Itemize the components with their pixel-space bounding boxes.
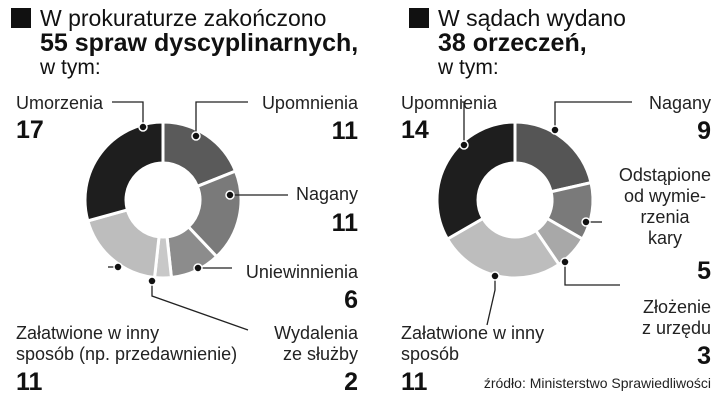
right-value-inne: 11 [401, 368, 428, 396]
left-title: W prokuraturze zakończono [40, 5, 327, 31]
right-label-upomnienia: Upomnienia [401, 93, 498, 113]
right-leader-zlozenie-z-urzedu [564, 262, 620, 286]
left-leader-upomnienia [195, 101, 248, 136]
left-value-inne: 11 [16, 368, 43, 396]
right-leader-dot-nagany [550, 125, 560, 135]
left-subtitle: w tym: [40, 56, 101, 79]
right-subtitle: w tym: [438, 56, 499, 79]
right-leader-dot-zlozenie-z-urzedu [560, 257, 570, 267]
right-label-zlozenie: Złożenie z urzędu [641, 297, 711, 338]
left-leader-dot-upomnienia [191, 131, 201, 141]
right-value-zlozenie: 3 [697, 342, 711, 370]
left-leader-dot-umorzenia [138, 122, 148, 132]
right-title-big: 38 orzeczeń, [438, 29, 587, 57]
right-leader-dot-zalatwione-w-inny-sposob [490, 271, 500, 281]
right-leader-dot-odstapione-od-wymierzenia-kary [581, 217, 591, 227]
right-title: W sądach wydano [438, 5, 626, 31]
left-leader-umorzenia [112, 101, 144, 127]
left-value-nagany: 11 [331, 209, 358, 237]
left-title-big: 55 spraw dyscyplinarnych, [40, 29, 359, 57]
right-label-inne: Załatwione w inny sposób [401, 323, 545, 364]
right-slice-upomnienia [435, 120, 517, 242]
left-label-upomnienia: Upomnienia [261, 93, 358, 113]
left-slice-umorzenia [83, 120, 165, 223]
left-value-upomnienia: 11 [331, 117, 358, 145]
left-label-nagany: Nagany [295, 184, 358, 204]
source-note: źródło: Ministerstwo Sprawiedliwości [483, 375, 711, 391]
left-label-umorzenia: Umorzenia [16, 93, 104, 113]
right-leader-upomnienia [462, 101, 465, 145]
left-leader-dot-uniewinnienia [193, 263, 203, 273]
right-label-odstapione: Odstąpione od wymie- rzenia kary [618, 165, 711, 248]
left-leader-dot-zalatwione-w-inny-sposob-np-przedawnienie [113, 262, 123, 272]
right-leader-dot-upomnienia [459, 140, 469, 150]
left-value-uniewinnienia: 6 [344, 286, 358, 314]
right-value-odstapione: 5 [697, 257, 711, 285]
right-slice-zalatwione-w-inny-sposob [445, 216, 562, 280]
left-header-square [11, 8, 31, 28]
left-label-wydalenia: Wydalenia ze służby [274, 323, 358, 364]
right-value-nagany: 9 [697, 117, 711, 145]
left-leader-dot-nagany [225, 190, 235, 200]
right-value-upomnienia: 14 [401, 116, 429, 144]
left-value-wydalenia: 2 [344, 368, 358, 396]
left-label-uniewinnienia: Uniewinnienia [245, 262, 358, 282]
left-leader-dot-wydalenia-ze-sluzby [147, 276, 157, 286]
left-leader-wydalenia-ze-sluzby [151, 281, 249, 331]
right-leader-zalatwione-w-inny-sposob [486, 276, 496, 326]
right-leader-nagany [554, 101, 632, 130]
right-header-square [409, 8, 429, 28]
right-slice-nagany [513, 120, 593, 194]
left-value-umorzenia: 17 [16, 116, 44, 144]
left-label-inne: Załatwione w inny sposób (np. przedawnie… [16, 323, 238, 364]
right-label-nagany: Nagany [648, 93, 711, 113]
left-slice-zalatwione-w-inny-sposob-np-przedawnienie [85, 208, 161, 280]
